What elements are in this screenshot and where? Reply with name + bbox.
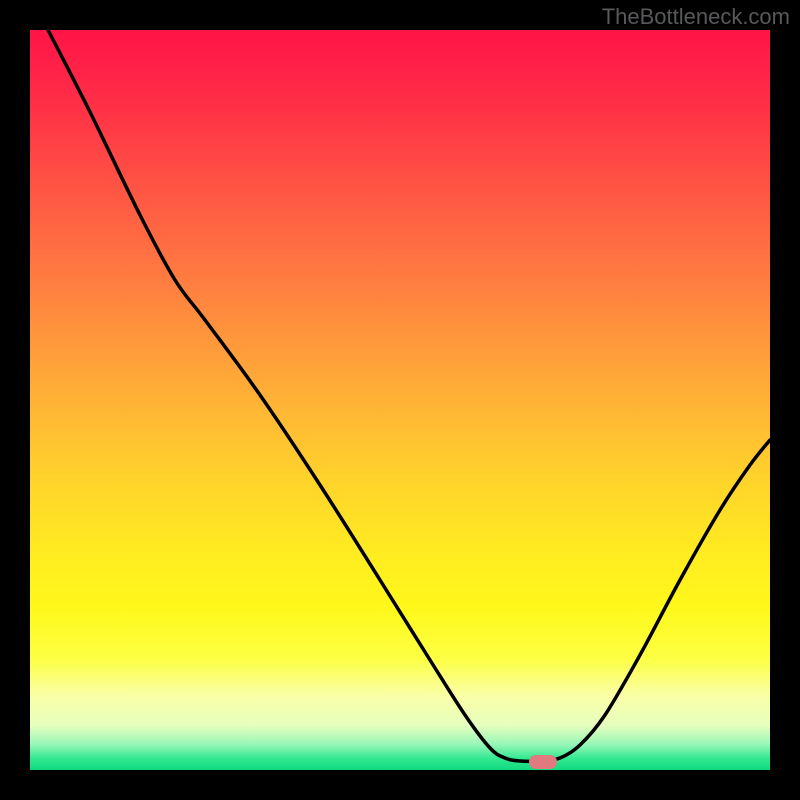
watermark-text: TheBottleneck.com xyxy=(602,4,790,30)
chart-container: TheBottleneck.com xyxy=(0,0,800,800)
chart-background xyxy=(30,30,770,770)
optimal-marker xyxy=(529,755,557,769)
bottleneck-chart xyxy=(0,0,800,800)
